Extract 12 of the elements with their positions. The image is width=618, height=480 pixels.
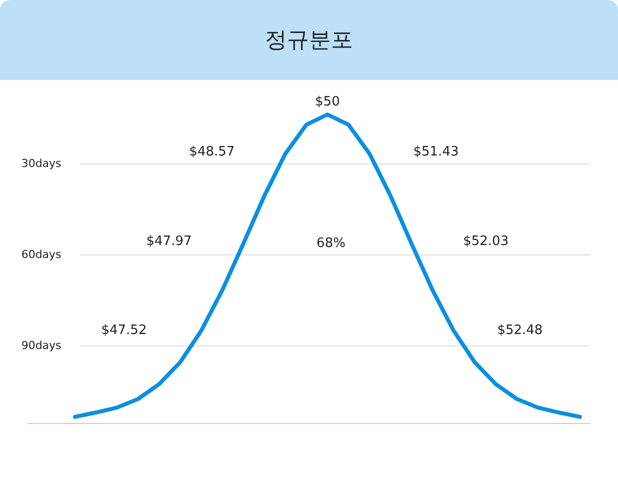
- annotation: 68%: [316, 236, 346, 251]
- annotation: $47.52: [101, 322, 147, 338]
- ref-line-label: 90days: [21, 338, 62, 352]
- text: $50: [315, 94, 340, 110]
- annotation: $48.57: [189, 144, 235, 160]
- annotation: $52.48: [497, 322, 543, 338]
- chart-title: 정규분포: [0, 0, 618, 80]
- annotation: $51.43: [413, 144, 459, 160]
- annotation: $47.97: [146, 234, 192, 249]
- ref-line-label: 60days: [21, 248, 62, 261]
- annotation: $52.03: [463, 234, 509, 249]
- ref-line-label: 30days: [21, 156, 62, 170]
